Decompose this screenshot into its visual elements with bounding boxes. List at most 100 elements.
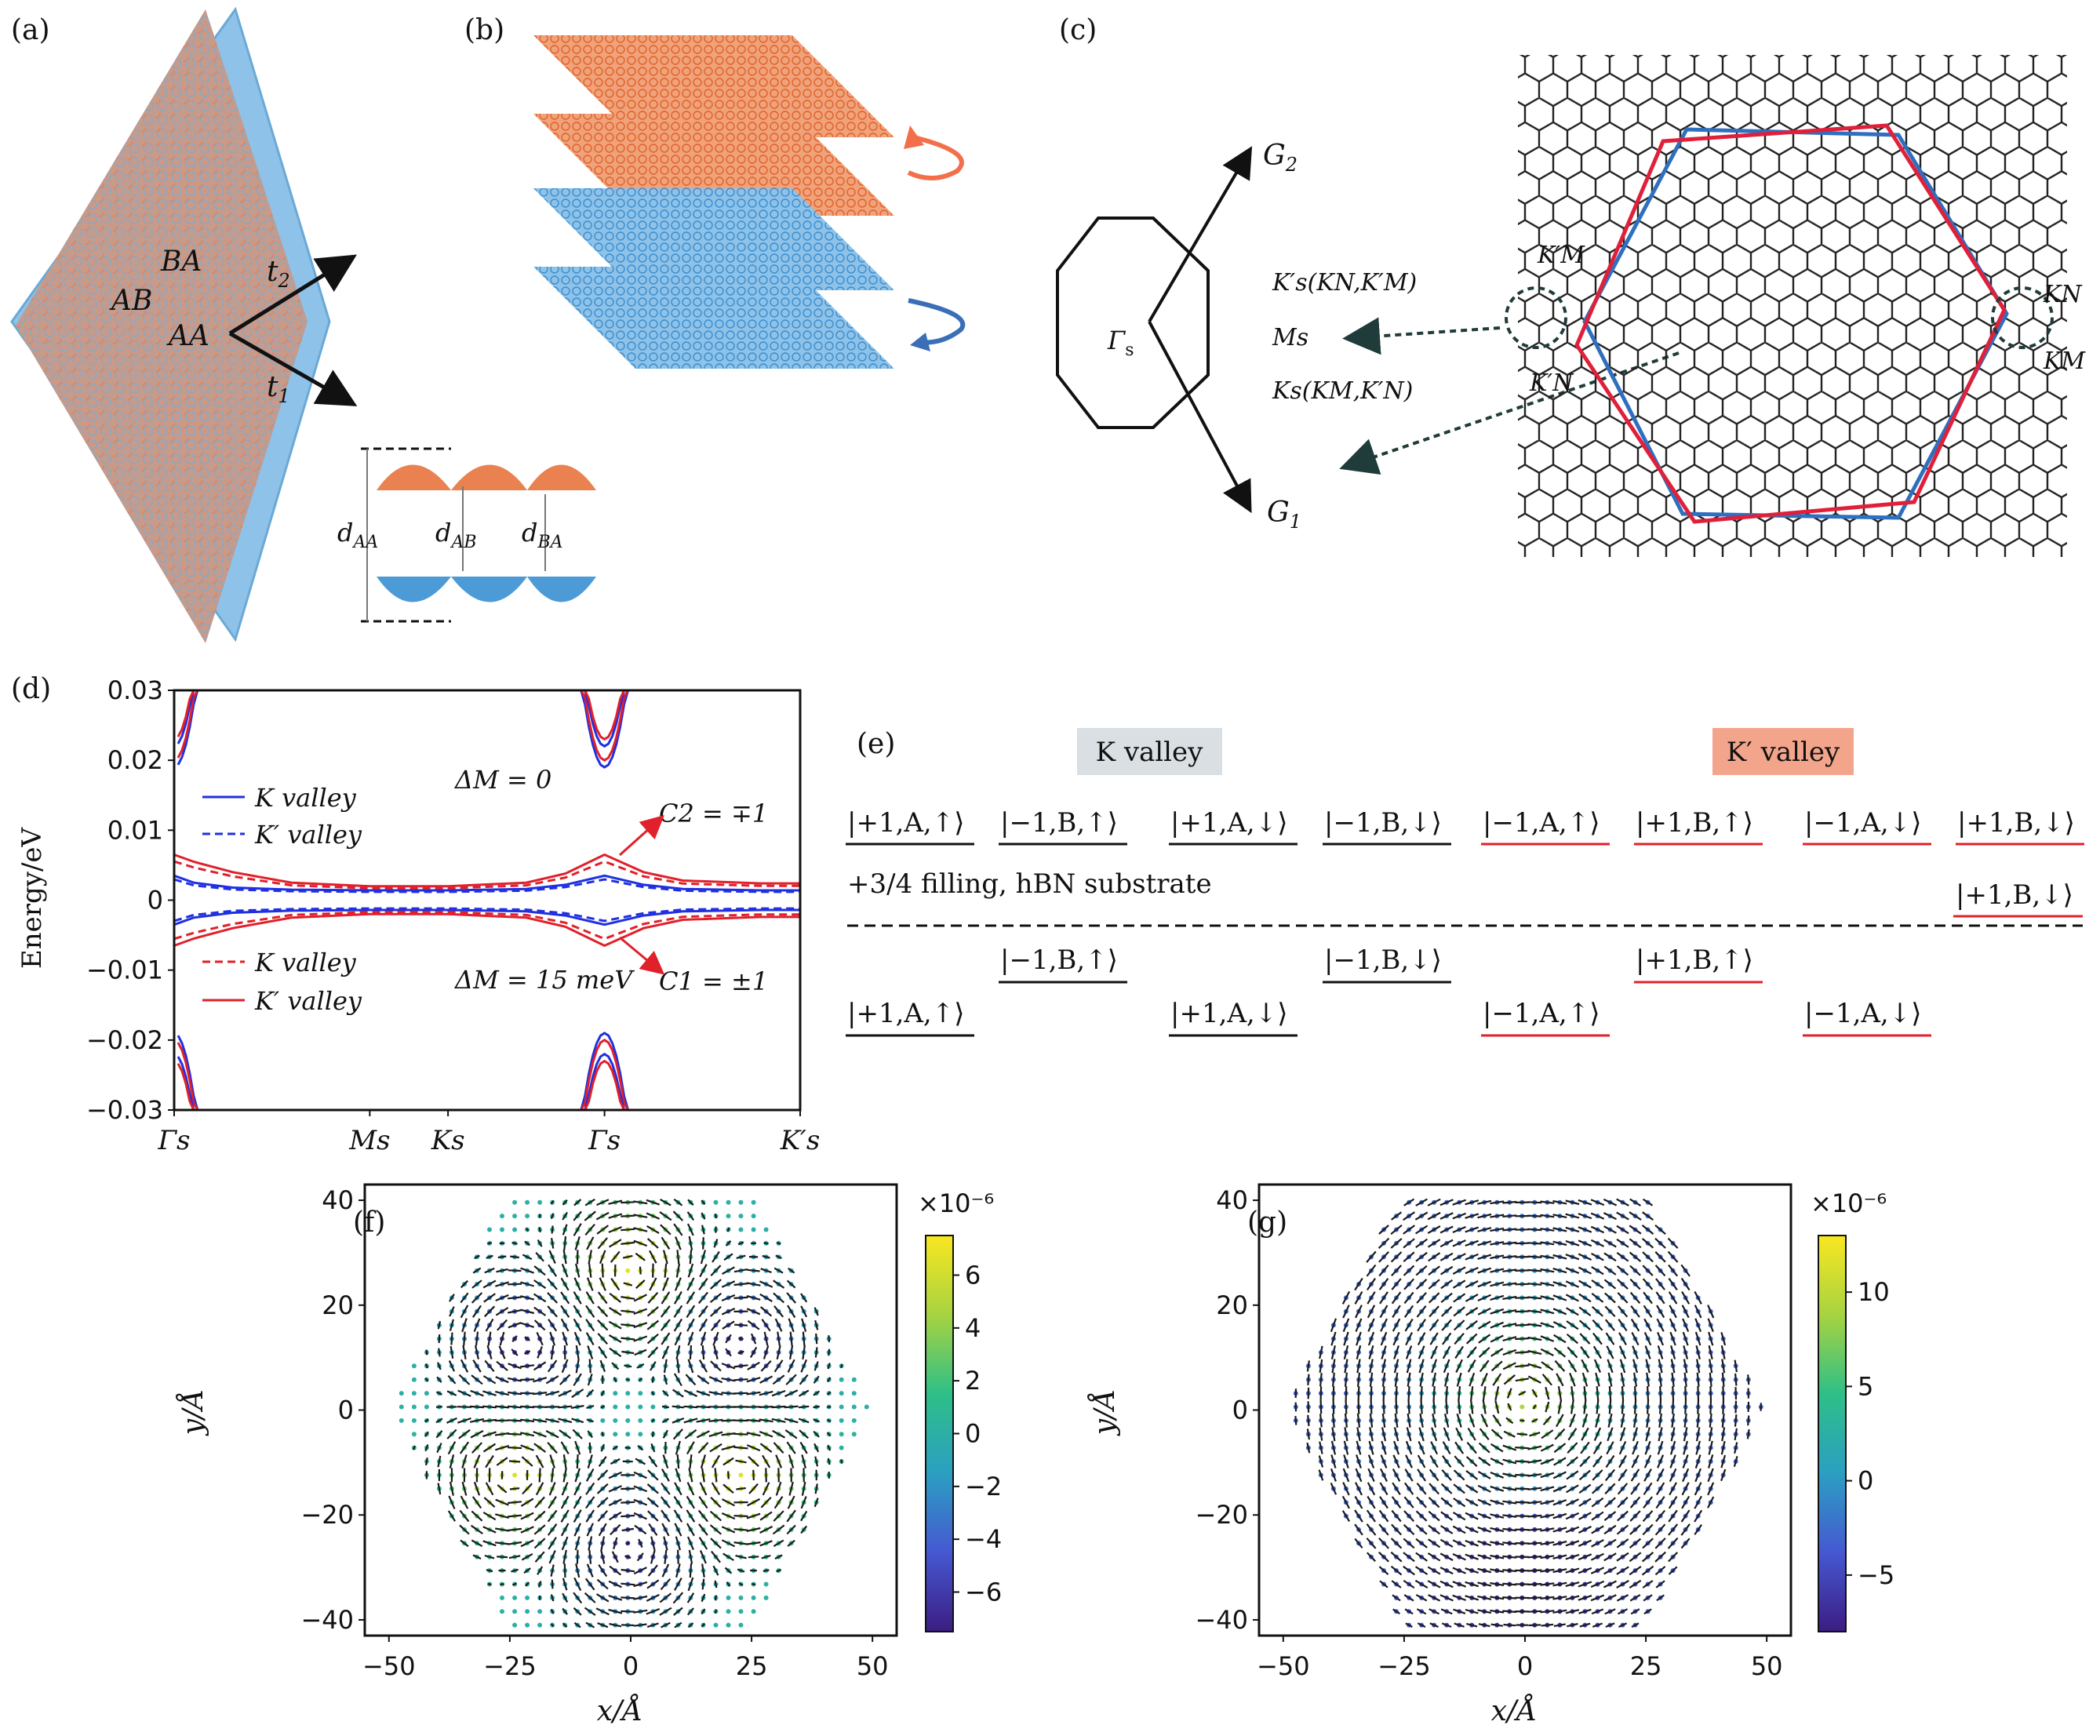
field-arrow xyxy=(1655,1482,1665,1496)
field-arrow xyxy=(708,1418,723,1422)
field-arrow xyxy=(1382,1399,1385,1414)
field-arrow xyxy=(1746,1428,1750,1439)
field-arrow xyxy=(788,1267,795,1274)
field-arrow xyxy=(1552,1227,1567,1232)
field-arrow xyxy=(1477,1227,1492,1232)
field-arrow xyxy=(1392,1468,1401,1482)
field-arrow xyxy=(1642,1198,1654,1206)
field-arrow xyxy=(686,1211,695,1221)
field-arrow xyxy=(1458,1386,1461,1401)
field-arrow xyxy=(449,1294,455,1302)
field-arrow xyxy=(1681,1482,1690,1496)
field-arrow xyxy=(596,1593,610,1603)
cbar-label: 10 xyxy=(1858,1277,1890,1307)
field-point xyxy=(763,1595,769,1600)
field-arrow xyxy=(701,1199,706,1206)
field-arrow xyxy=(471,1374,483,1385)
field-arrow xyxy=(660,1224,671,1236)
field-arrow xyxy=(1616,1238,1629,1248)
field-arrow xyxy=(1709,1372,1712,1387)
field-arrow xyxy=(1390,1565,1403,1576)
field-arrow xyxy=(561,1359,569,1374)
field-arrow xyxy=(1465,1319,1478,1330)
field-arrow xyxy=(1604,1305,1616,1318)
field-arrow xyxy=(512,1582,518,1586)
field-arrow xyxy=(435,1430,443,1439)
field-arrow xyxy=(1565,1553,1580,1560)
d-ab-label: dAB xyxy=(435,518,477,552)
panel-g-label: (g) xyxy=(1247,1206,1287,1239)
field-arrow xyxy=(1490,1348,1504,1357)
field-arrow xyxy=(1403,1594,1414,1602)
field-arrow xyxy=(1618,1622,1628,1628)
field-arrow xyxy=(1672,1399,1675,1414)
field-arrow xyxy=(1404,1469,1414,1482)
field-arrow xyxy=(1515,1460,1530,1463)
field-arrow xyxy=(437,1320,442,1330)
upper-ket: |−1,B,↓⟩ xyxy=(1324,944,1442,976)
field-arrow xyxy=(1452,1279,1466,1289)
field-arrow xyxy=(1565,1267,1580,1275)
field-arrow xyxy=(533,1431,547,1438)
field-arrow xyxy=(1590,1567,1605,1574)
field-arrow xyxy=(702,1237,704,1250)
field-arrow xyxy=(1502,1200,1517,1204)
field-arrow xyxy=(608,1199,623,1205)
field-arrow xyxy=(1603,1538,1617,1549)
field-arrow xyxy=(636,1363,645,1369)
field-arrow xyxy=(520,1512,534,1520)
field-arrow xyxy=(1654,1224,1666,1236)
field-arrow xyxy=(1441,1469,1452,1481)
rotate-blue-icon xyxy=(908,298,966,345)
field-point xyxy=(851,1418,857,1423)
field-arrow xyxy=(1429,1305,1439,1318)
t1-arrow xyxy=(228,331,358,406)
field-arrow xyxy=(711,1550,721,1563)
field-arrow xyxy=(772,1524,785,1535)
field-arrow xyxy=(1502,1444,1517,1451)
t2-arrow xyxy=(228,254,357,336)
field-arrow xyxy=(801,1318,807,1332)
field-arrow xyxy=(1707,1305,1715,1319)
field-arrow xyxy=(586,1418,594,1423)
field-arrow xyxy=(1720,1345,1726,1359)
field-arrow xyxy=(633,1595,648,1600)
field-arrow xyxy=(545,1375,559,1385)
field-arrow xyxy=(827,1458,831,1465)
field-arrow xyxy=(1494,1386,1500,1401)
field-arrow xyxy=(1616,1524,1629,1535)
field-arrow xyxy=(1641,1552,1654,1563)
field-arrow xyxy=(1646,1413,1651,1428)
field-arrow xyxy=(827,1377,832,1383)
field-arrow xyxy=(1453,1608,1466,1614)
field-arrow xyxy=(525,1581,530,1587)
f-xlabel: x/Å xyxy=(597,1694,642,1727)
field-arrow xyxy=(1591,1293,1604,1303)
field-arrow xyxy=(1581,1359,1589,1373)
field-point xyxy=(411,1404,417,1410)
field-arrow xyxy=(1720,1454,1727,1469)
field-arrow xyxy=(1592,1469,1603,1481)
field-arrow xyxy=(813,1375,820,1384)
field-arrow xyxy=(1405,1332,1413,1346)
field-arrow xyxy=(733,1268,748,1273)
field-arrow xyxy=(662,1389,669,1397)
field-arrow xyxy=(673,1198,683,1206)
field-point xyxy=(650,1404,656,1410)
field-arrow xyxy=(562,1592,569,1603)
field-arrow xyxy=(1566,1333,1579,1345)
field-arrow xyxy=(1502,1336,1517,1342)
field-arrow xyxy=(1490,1334,1504,1343)
field-arrow xyxy=(1707,1482,1715,1496)
field-arrow xyxy=(1618,1319,1628,1332)
field-arrow xyxy=(482,1443,497,1453)
field-arrow xyxy=(1443,1359,1450,1374)
field-arrow xyxy=(575,1345,580,1359)
field-arrow xyxy=(1579,1622,1591,1628)
field-arrow xyxy=(1515,1337,1530,1341)
field-arrow xyxy=(713,1239,719,1248)
field-arrow xyxy=(611,1551,619,1563)
field-arrow xyxy=(673,1496,683,1509)
field-arrow xyxy=(1605,1332,1615,1345)
field-arrow xyxy=(1393,1359,1399,1374)
